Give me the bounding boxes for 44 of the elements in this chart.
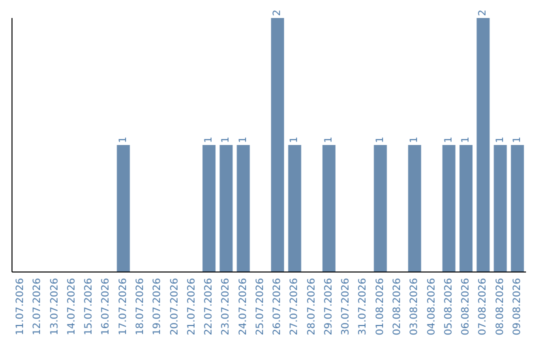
x-tick-label: 22.07.2026 — [204, 278, 215, 336]
x-tick-label: 01.08.2026 — [374, 278, 386, 336]
data-label: 1 — [289, 136, 300, 143]
x-tick-label: 04.08.2026 — [426, 278, 438, 336]
x-tick-label: 23.07.2026 — [220, 278, 232, 336]
x-tick-label: 11.07.2026 — [15, 278, 26, 336]
x-tick-label: 03.08.2026 — [409, 278, 420, 336]
x-tick-label: 09.08.2026 — [512, 278, 523, 336]
data-label: 2 — [272, 10, 284, 16]
x-tick-label: 18.07.2026 — [135, 278, 146, 336]
x-tick-label: 19.07.2026 — [152, 278, 164, 336]
data-label: 1 — [512, 136, 523, 143]
x-tick-label: 31.07.2026 — [358, 278, 369, 336]
data-label: 2 — [478, 10, 489, 16]
x-tick-label: 12.07.2026 — [32, 278, 44, 336]
x-tick-label: 06.08.2026 — [460, 278, 472, 336]
x-tick-label: 30.07.2026 — [340, 278, 352, 336]
data-label: 1 — [204, 136, 215, 143]
data-label: 1 — [118, 136, 129, 143]
data-label: 1 — [443, 136, 454, 143]
x-tick-label: 14.07.2026 — [66, 278, 78, 336]
data-label: 1 — [238, 136, 249, 143]
x-tick-label: 15.07.2026 — [84, 278, 95, 336]
data-label: 1 — [409, 136, 420, 143]
data-label: 1 — [494, 136, 506, 143]
x-tick-label: 13.07.2026 — [49, 278, 60, 336]
x-tick-label: 21.07.2026 — [186, 278, 198, 336]
x-tick-label: 07.08.2026 — [478, 278, 489, 336]
data-label: 1 — [374, 136, 386, 143]
x-tick-label: 08.08.2026 — [494, 278, 506, 336]
data-label: 1 — [460, 136, 472, 143]
x-tick-label: 16.07.2026 — [100, 278, 112, 336]
x-tick-label: 24.07.2026 — [238, 278, 249, 336]
data-label: 1 — [220, 136, 232, 143]
x-tick-label: 27.07.2026 — [289, 278, 300, 336]
x-tick-label: 28.07.2026 — [306, 278, 318, 336]
x-tick-label: 05.08.2026 — [443, 278, 454, 336]
x-tick-label: 29.07.2026 — [323, 278, 334, 336]
x-tick-label: 26.07.2026 — [272, 278, 284, 336]
x-tick-label: 25.07.2026 — [254, 278, 266, 336]
data-label: 1 — [323, 136, 334, 143]
x-tick-label: 20.07.2026 — [169, 278, 180, 336]
x-tick-label: 02.08.2026 — [392, 278, 403, 336]
x-tick-label: 17.07.2026 — [118, 278, 129, 336]
